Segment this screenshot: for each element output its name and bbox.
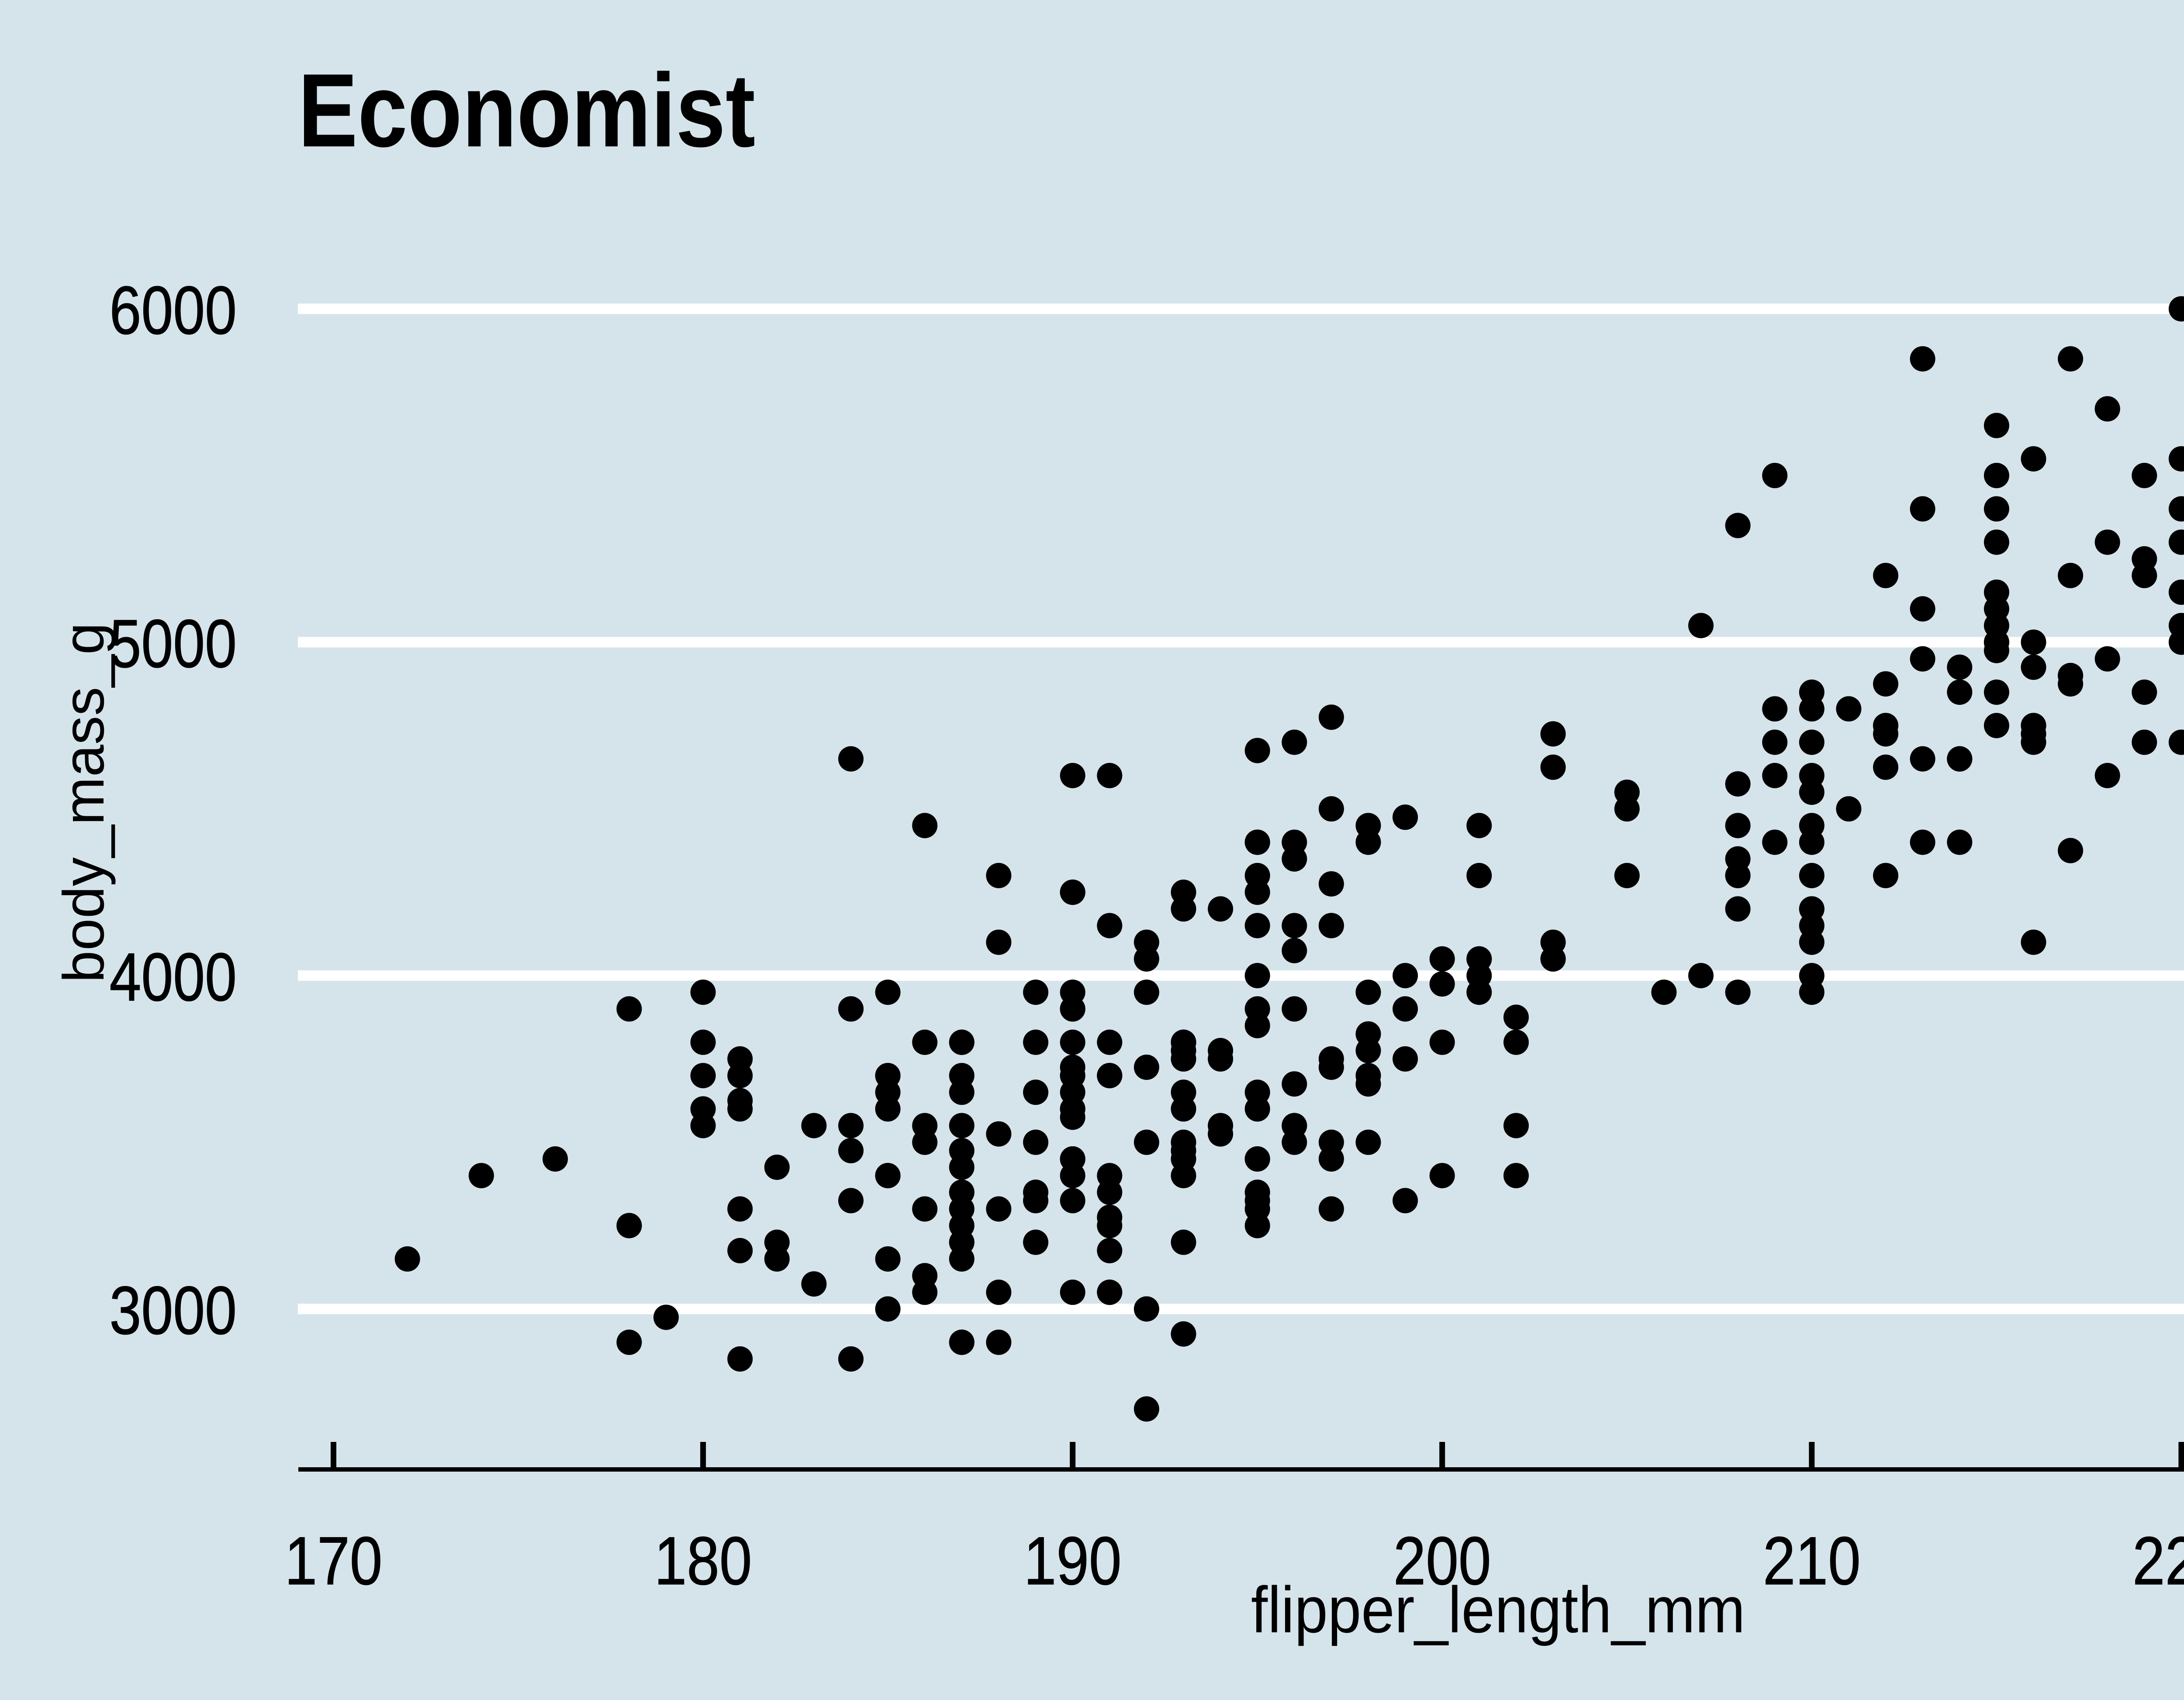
svg-text:180: 180	[654, 1522, 752, 1599]
svg-text:190: 190	[1024, 1522, 1122, 1599]
svg-text:flipper_length_mm: flipper_length_mm	[1251, 1574, 1745, 1647]
svg-text:170: 170	[285, 1522, 383, 1599]
svg-text:Economist: Economist	[298, 52, 755, 169]
svg-text:3000: 3000	[110, 1272, 237, 1348]
svg-text:body_mass_g: body_mass_g	[52, 623, 116, 983]
svg-text:200: 200	[1393, 1522, 1491, 1599]
svg-text:5000: 5000	[110, 606, 237, 682]
svg-text:6000: 6000	[110, 272, 237, 348]
svg-text:210: 210	[1763, 1522, 1861, 1599]
svg-text:4000: 4000	[110, 939, 237, 1015]
svg-text:220: 220	[2132, 1522, 2184, 1599]
